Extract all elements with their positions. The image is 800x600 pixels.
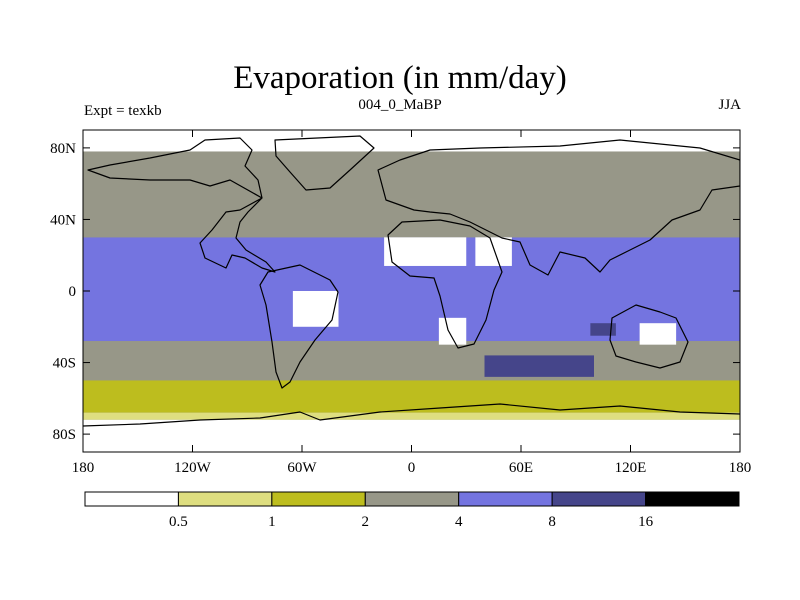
coastline-north-america bbox=[87, 137, 276, 273]
coastline-antarctica bbox=[83, 403, 740, 427]
colorbar-label: 1 bbox=[268, 514, 276, 530]
x-tick-label: 60E bbox=[509, 460, 533, 476]
region-amazon-dry bbox=[292, 291, 339, 327]
colorbar-label: 4 bbox=[455, 514, 463, 530]
x-tick-label: 120E bbox=[615, 460, 647, 476]
experiment-label: Expt = texkb bbox=[84, 103, 162, 119]
colorbar-label: 16 bbox=[638, 514, 654, 530]
coastline-south-america bbox=[259, 264, 339, 389]
map-axes: 180 120W 60W 0 60E 120E 180 80N 40N 0 40S 80S bbox=[50, 130, 751, 476]
coastline-greenland bbox=[274, 135, 375, 191]
map-plot-area bbox=[83, 130, 740, 452]
region-australia-interior bbox=[639, 323, 677, 345]
region-south-africa-dry bbox=[438, 317, 467, 345]
y-tick-label: 0 bbox=[69, 284, 77, 300]
coastline-africa bbox=[387, 219, 503, 349]
x-tick-label: 180 bbox=[72, 460, 95, 476]
season-label: JJA bbox=[718, 97, 741, 113]
region-ocean-band-south bbox=[83, 341, 740, 381]
colorbar-label: 2 bbox=[362, 514, 370, 530]
chart-subtitle: 004_0_MaBP bbox=[358, 97, 442, 113]
coastline-eurasia bbox=[377, 139, 740, 276]
y-tick-label: 80N bbox=[50, 141, 76, 157]
y-tick-label: 40S bbox=[53, 356, 76, 372]
region-south-indian-maximum bbox=[484, 355, 594, 377]
colorbar-swatch bbox=[364, 491, 460, 507]
land-masses bbox=[83, 135, 740, 427]
region-southern-fringe bbox=[83, 412, 740, 420]
colorbar-label: 0.5 bbox=[169, 514, 188, 530]
x-tick-label: 120W bbox=[174, 460, 212, 476]
x-tick-label: 180 bbox=[729, 460, 752, 476]
region-arabia bbox=[475, 237, 512, 266]
colorbar-swatch bbox=[458, 491, 553, 507]
colorbar-swatch bbox=[271, 491, 366, 507]
x-tick-label: 0 bbox=[408, 460, 416, 476]
colorbar-swatch bbox=[551, 491, 647, 507]
y-tick-label: 40N bbox=[50, 212, 76, 228]
colorbar-swatch bbox=[177, 491, 273, 507]
coastline-australia bbox=[609, 304, 689, 369]
colorbar-swatch bbox=[84, 491, 179, 507]
chart-title: Evaporation (in mm/day) bbox=[233, 60, 567, 96]
colorbar-label: 8 bbox=[548, 514, 556, 530]
y-tick-label: 80S bbox=[53, 427, 76, 443]
colorbar-swatch bbox=[645, 491, 740, 507]
x-tick-label: 60W bbox=[287, 460, 317, 476]
region-sahara bbox=[384, 237, 467, 266]
colorbar: 0.5 1 2 4 8 16 bbox=[84, 491, 740, 530]
region-australia-west-maximum bbox=[590, 323, 616, 336]
region-arctic bbox=[83, 130, 740, 152]
